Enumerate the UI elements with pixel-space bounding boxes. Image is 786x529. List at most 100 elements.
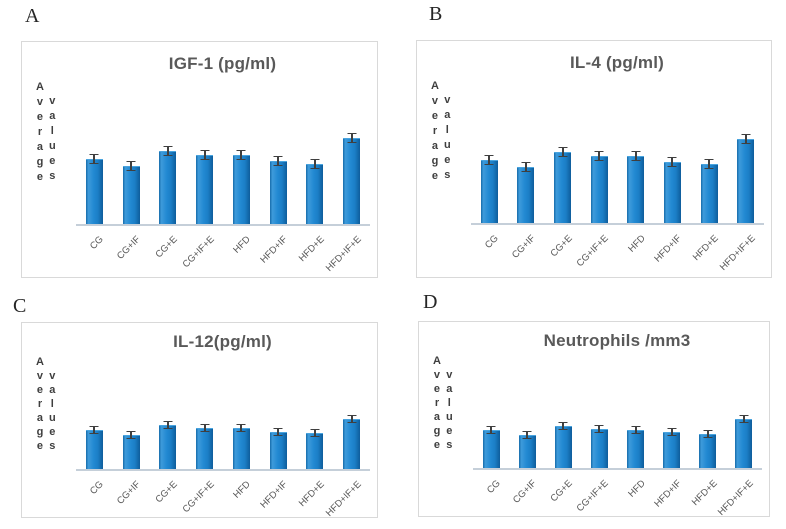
x-tick-label-HFD: HFD xyxy=(231,479,254,501)
bar-group-HFD+IF xyxy=(260,156,297,224)
error-bar xyxy=(703,430,713,438)
bar xyxy=(518,431,536,468)
bar-fill xyxy=(269,161,287,224)
x-tick-label-CG+IF: CG+IF xyxy=(115,479,143,507)
bar-fill xyxy=(663,162,681,223)
bar-group-CG+IF+E xyxy=(581,425,617,468)
x-tick-label-HFD+E: HFD+E xyxy=(296,234,327,264)
error-bar xyxy=(631,151,641,161)
bar xyxy=(232,150,250,224)
bar-group-CG+IF xyxy=(113,431,150,469)
x-tick-label-CG+IF+E: CG+IF+E xyxy=(574,233,611,270)
bar-fill xyxy=(480,160,498,223)
bar-fill xyxy=(735,419,753,468)
x-tick-label-CG: CG xyxy=(484,478,503,496)
x-tick-label-CG: CG xyxy=(88,234,107,252)
x-tick-label-CG+E: CG+E xyxy=(153,234,180,261)
bar-fill xyxy=(306,164,324,224)
x-tick-label-CG+E: CG+E xyxy=(548,233,575,260)
error-bar xyxy=(200,424,210,432)
error-bar xyxy=(594,151,604,161)
bar-fill xyxy=(269,432,287,469)
x-tick-label-HFD+IF: HFD+IF xyxy=(258,479,290,511)
bar-group-HFD+IF xyxy=(260,428,297,469)
bar-series xyxy=(471,83,764,225)
bar-group-HFD+IF+E xyxy=(333,415,370,469)
bar xyxy=(627,426,645,468)
error-bar xyxy=(704,159,714,169)
bar-group-CG xyxy=(471,155,508,223)
bar-series xyxy=(473,368,762,470)
bar-series xyxy=(76,84,370,226)
error-bar xyxy=(558,147,568,157)
x-axis-tick-labels: CG CG+IF CG+E CG+IF+E HFD HFD+IF HFD+E HFD+IF+E xyxy=(473,470,762,522)
bar-fill xyxy=(232,155,250,224)
bar-fill xyxy=(159,425,177,469)
error-bar xyxy=(631,426,641,434)
error-bar xyxy=(163,421,173,429)
x-tick-label-HFD+IF: HFD+IF xyxy=(652,233,685,265)
bar-group-CG+E xyxy=(545,422,581,468)
x-tick-label-HFD: HFD xyxy=(231,234,254,256)
x-tick-label-HFD+IF+E: HFD+IF+E xyxy=(717,233,758,273)
bar xyxy=(85,154,103,224)
x-tick-label-CG+IF: CG+IF xyxy=(115,234,143,262)
x-tick-label-CG+IF: CG+IF xyxy=(509,233,538,261)
error-bar xyxy=(89,426,99,434)
error-bar xyxy=(486,426,496,434)
bar xyxy=(196,424,214,469)
bar xyxy=(735,415,753,468)
error-bar xyxy=(667,157,677,167)
bar-fill xyxy=(122,166,140,224)
bar-fill xyxy=(554,426,572,468)
error-bar xyxy=(273,428,283,436)
bar xyxy=(232,424,250,469)
x-axis-tick-labels: CG CG+IF CG+E CG+IF+E HFD HFD+IF HFD+E HFD+IF+E xyxy=(76,471,370,523)
panel-letter-a: A xyxy=(25,5,40,27)
bar-fill xyxy=(517,167,535,223)
x-tick-label-HFD+E: HFD+E xyxy=(296,479,327,509)
chart-title: IL-12(pg/ml) xyxy=(173,332,272,351)
bar xyxy=(480,155,498,223)
error-bar xyxy=(594,425,604,433)
error-bar xyxy=(521,162,531,172)
bar-group-CG xyxy=(76,426,113,469)
bar xyxy=(196,150,214,224)
bar-group-CG+E xyxy=(150,421,187,469)
bar-fill xyxy=(85,430,103,469)
plot-area: CG CG+IF CG+E CG+IF+E HFD HFD+IF HFD+E HFD+IF+E xyxy=(76,369,370,523)
bar xyxy=(482,426,500,468)
bar-fill xyxy=(663,432,681,468)
bar-fill xyxy=(627,430,645,468)
error-bar xyxy=(200,150,210,160)
x-tick-label-CG+E: CG+E xyxy=(548,478,576,505)
x-tick-label-HFD+IF+E: HFD+IF+E xyxy=(323,234,364,274)
bar xyxy=(700,159,718,223)
x-tick-label-CG+IF+E: CG+IF+E xyxy=(575,478,612,515)
chart-title: IL-4 (pg/ml) xyxy=(570,53,664,72)
bar-fill xyxy=(306,433,324,469)
bar-group-HFD xyxy=(618,426,654,468)
x-tick-label-CG: CG xyxy=(88,479,107,497)
bar-group-HFD xyxy=(223,424,260,469)
x-tick-label-HFD+IF: HFD+IF xyxy=(258,234,290,266)
bar-group-HFD+E xyxy=(691,159,728,223)
bar-series xyxy=(76,369,370,471)
bar-group-CG xyxy=(76,154,113,224)
bar-fill xyxy=(159,151,177,224)
bar-fill xyxy=(699,434,717,468)
bar-fill xyxy=(196,428,214,469)
error-bar xyxy=(126,431,136,439)
bar-group-CG+IF xyxy=(508,162,545,223)
bar-fill xyxy=(554,152,572,223)
bar-fill xyxy=(122,435,140,469)
bar-group-HFD xyxy=(223,150,260,224)
